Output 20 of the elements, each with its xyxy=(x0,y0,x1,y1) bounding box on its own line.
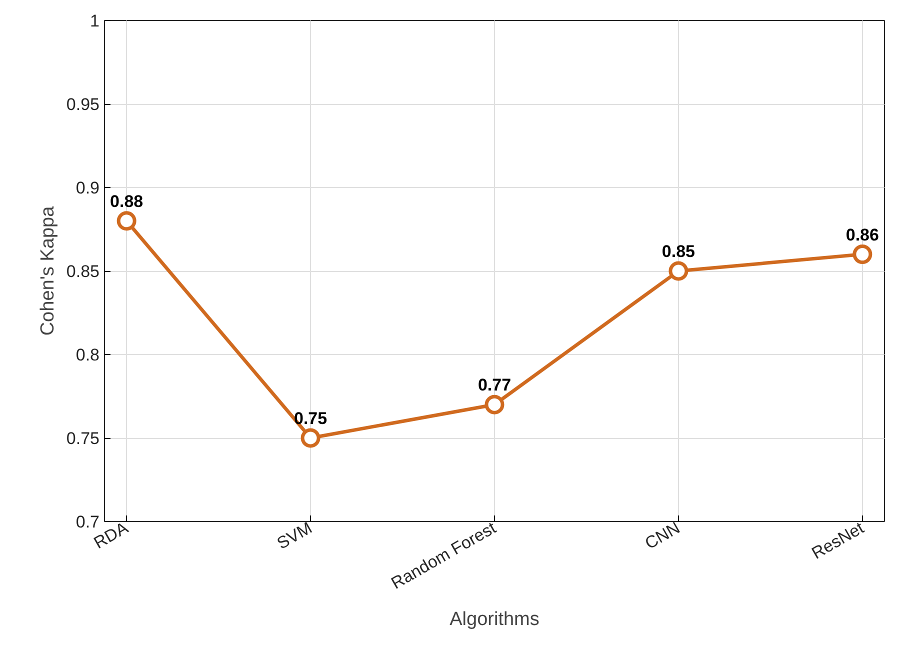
y-tick-label: 0.95 xyxy=(66,95,100,114)
point xyxy=(484,394,504,414)
y-tick-label: 0.85 xyxy=(66,262,100,281)
x-axis-title: Algorithms xyxy=(450,609,540,630)
point xyxy=(116,211,136,231)
data-label: 0.75 xyxy=(294,409,328,428)
x-tick-label: SVM xyxy=(274,518,316,554)
y-axis-title: Cohen's Kappa xyxy=(37,206,58,336)
y-tick-label: 0.9 xyxy=(76,178,100,198)
data-label: 0.77 xyxy=(478,376,512,395)
y-tick-label: 0.75 xyxy=(66,429,100,448)
point xyxy=(852,244,872,264)
point xyxy=(300,428,320,448)
y-tick-label: 0.8 xyxy=(76,346,100,364)
y-tick-label: 1 xyxy=(90,12,100,30)
x-tick-label: CNN xyxy=(642,518,684,554)
point xyxy=(668,261,688,281)
data-label: 0.86 xyxy=(846,225,879,244)
data-label: 0.88 xyxy=(110,192,144,211)
data-label: 0.85 xyxy=(662,242,696,261)
